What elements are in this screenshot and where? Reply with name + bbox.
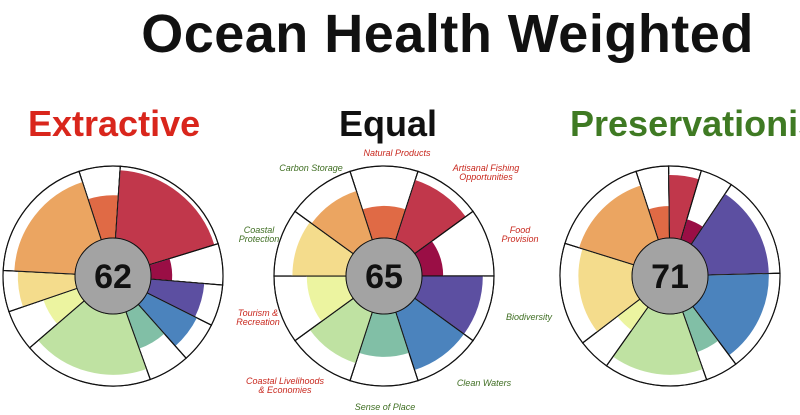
preservationist-center-disc: [631, 237, 709, 315]
goal-label-line: Artisanal Fishing: [452, 163, 520, 173]
goal-label-bd: Biodiversity: [506, 312, 553, 322]
goal-labels: Natural Products Artisanal Fishing Opportu…: [236, 148, 552, 412]
preservationist-flower-title: Preservationist: [570, 103, 800, 144]
goal-label-line: Tourism &: [238, 308, 278, 318]
extractive-flower-title: Extractive: [28, 103, 201, 144]
goal-label-sp: Sense of Place: [355, 402, 416, 412]
goal-label-ao: Artisanal Fishing Opportunities: [452, 163, 520, 182]
preservationist-flower: 71: [559, 165, 781, 387]
goal-label-line: Natural Products: [363, 148, 431, 158]
goal-label-line: Protection: [239, 234, 280, 244]
goal-label-np: Natural Products: [363, 148, 431, 158]
goal-label-line: & Economies: [258, 385, 312, 395]
goal-label-tr: Tourism & Recreation: [236, 308, 280, 327]
goal-label-line: Food: [510, 225, 532, 235]
equal-center-disc: [345, 237, 423, 315]
goal-label-line: Biodiversity: [506, 312, 553, 322]
preservationist-score: 71: [651, 258, 689, 296]
equal-flower-title: Equal: [339, 103, 438, 144]
goal-label-line: Carbon Storage: [279, 163, 343, 173]
equal-score: 65: [365, 258, 403, 296]
goal-label-line: Clean Waters: [457, 378, 512, 388]
goal-label-line: Coastal Livelihoods: [246, 376, 325, 386]
goal-label-cp: Coastal Protection: [239, 225, 280, 244]
goal-label-cs: Carbon Storage: [279, 163, 343, 173]
equal-flower: 65: [273, 165, 495, 387]
goal-label-line: Provision: [501, 234, 538, 244]
extractive-score: 62: [94, 258, 132, 296]
goal-label-cw: Clean Waters: [457, 378, 512, 388]
goal-label-line: Sense of Place: [355, 402, 416, 412]
goal-label-line: Coastal: [244, 225, 276, 235]
goal-label-line: Opportunities: [459, 172, 513, 182]
extractive-flower: 62: [2, 165, 224, 387]
extractive-center-disc: [74, 237, 152, 315]
goal-label-line: Recreation: [236, 317, 280, 327]
main-title: Ocean Health Weighted: [141, 4, 754, 64]
goal-label-le: Coastal Livelihoods & Economies: [246, 376, 325, 395]
goal-label-fp: Food Provision: [501, 225, 538, 244]
